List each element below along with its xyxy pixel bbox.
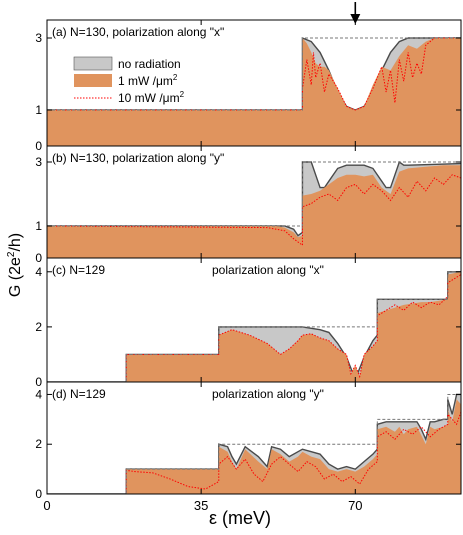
x-tick-label: 0 <box>43 498 50 513</box>
legend-label-1mw: 1 mW /μm2 <box>118 73 178 88</box>
arrow-indicator <box>350 2 361 24</box>
y-tick-label: 1 <box>35 103 42 117</box>
y-tick-label: 4 <box>35 265 42 279</box>
panel-label: (c) N=129 <box>52 263 105 277</box>
y-tick-label: 1 <box>35 219 42 233</box>
x-tick-label: 35 <box>194 498 208 513</box>
y-axis-label: G (2e2/h) <box>6 233 24 297</box>
legend-label-10mw: 10 mW /μm2 <box>118 90 185 105</box>
y-tick-label: 3 <box>35 31 42 45</box>
x-axis-label: ε (meV) <box>209 508 271 528</box>
y-tick-label: 0 <box>35 375 42 389</box>
y-tick-label: 2 <box>35 320 42 334</box>
y-tick-label: 0 <box>35 487 42 501</box>
y-tick-label: 0 <box>35 251 42 265</box>
panel-polarization-label: polarization along "y" <box>212 387 324 401</box>
series-1mw-area <box>47 165 461 258</box>
panel-1: 0 1 3 (b) N=130, polarization along "y" <box>35 145 462 265</box>
clean-limit-line <box>47 393 461 494</box>
legend: no radiation 1 mW /μm2 10 mW /μm2 <box>73 56 185 105</box>
panel-3: 0 2 4 (d) N=129 polarization along "y" <box>35 381 462 501</box>
series-no-radiation-edge <box>47 393 461 494</box>
y-tick-label: 0 <box>35 139 42 153</box>
panel-frame <box>46 381 462 495</box>
y-tick-label: 3 <box>35 155 42 169</box>
series-1mw-area <box>47 399 461 494</box>
legend-swatch-no-radiation <box>73 56 113 71</box>
clean-limit-line <box>47 37 461 111</box>
x-tick-label: 70 <box>348 498 362 513</box>
legend-label-no-radiation: no radiation <box>118 57 181 71</box>
panel-2: 0 2 4 (c) N=129 polarization along "x" <box>35 257 462 389</box>
panel-label: (a) N=130, polarization along "x" <box>52 25 224 39</box>
series-10mw-line <box>47 174 461 247</box>
y-tick-label: 2 <box>35 437 42 451</box>
clean-limit-line <box>47 271 461 382</box>
series-1mw-area <box>47 38 461 146</box>
y-tick-label: 4 <box>35 387 42 401</box>
series-no-radiation-edge <box>47 160 461 237</box>
panel-polarization-label: polarization along "x" <box>212 263 324 277</box>
panel-label: (b) N=130, polarization along "y" <box>52 151 224 165</box>
legend-swatch-1mw <box>74 74 112 87</box>
clean-limit-line <box>47 161 461 227</box>
panel-label: (d) N=129 <box>52 387 106 401</box>
series-10mw-line <box>47 37 461 111</box>
